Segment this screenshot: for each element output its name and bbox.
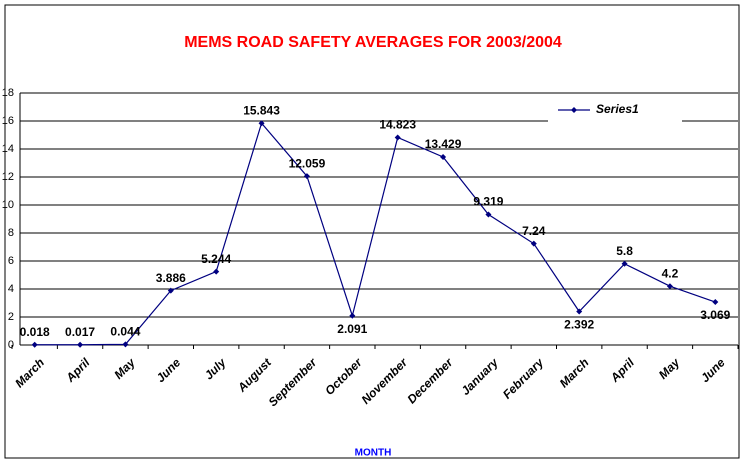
data-label: 5.8 [616,244,633,258]
y-tick-label: 12 [2,171,14,183]
data-point [213,268,220,275]
y-tick-label: 2 [8,311,14,323]
legend-label: Series1 [596,102,639,116]
data-label: 3.886 [156,271,186,285]
chart-title: MEMS ROAD SAFETY AVERAGES FOR 2003/2004 [184,34,562,51]
data-point [77,341,84,348]
data-point [394,134,401,141]
data-label: 14.823 [379,118,416,132]
data-label: 0.018 [20,325,50,339]
data-point [258,120,265,127]
y-tick-label: 18 [2,87,14,99]
y-tick-label: 14 [2,143,14,155]
data-point [440,153,447,160]
data-label: 0.017 [65,325,95,339]
data-point [576,308,583,315]
y-tick-label: 10 [2,199,14,211]
data-label: 13.429 [425,137,462,151]
y-tick-label: 4 [8,283,14,295]
y-tick-label: 6 [8,255,14,267]
data-label: 2.392 [564,318,594,332]
x-axis-label: MONTH [355,448,392,459]
chart-border [4,4,740,459]
data-point [530,240,537,247]
data-point [349,312,356,319]
data-point [122,341,129,348]
data-label: 12.059 [289,156,326,170]
legend-marker [571,107,577,113]
y-tick-label: 0 [8,339,14,351]
data-label: 7.24 [522,224,546,238]
data-point [167,287,174,294]
data-label: 3.069 [700,308,730,322]
data-label: 5.244 [201,252,231,266]
data-point [485,211,492,218]
series-line [34,121,716,346]
data-point [621,260,628,267]
data-label: 4.2 [662,266,679,280]
y-tick-label: 16 [2,115,14,127]
data-label: 0.044 [110,325,140,339]
data-point [666,283,673,290]
data-point [303,173,310,180]
data-label: 2.091 [337,322,367,336]
data-label: 9.319 [473,195,503,209]
y-tick-label: 8 [8,227,14,239]
data-point [712,299,719,306]
data-label: 15.843 [243,103,280,117]
data-point [31,341,38,348]
